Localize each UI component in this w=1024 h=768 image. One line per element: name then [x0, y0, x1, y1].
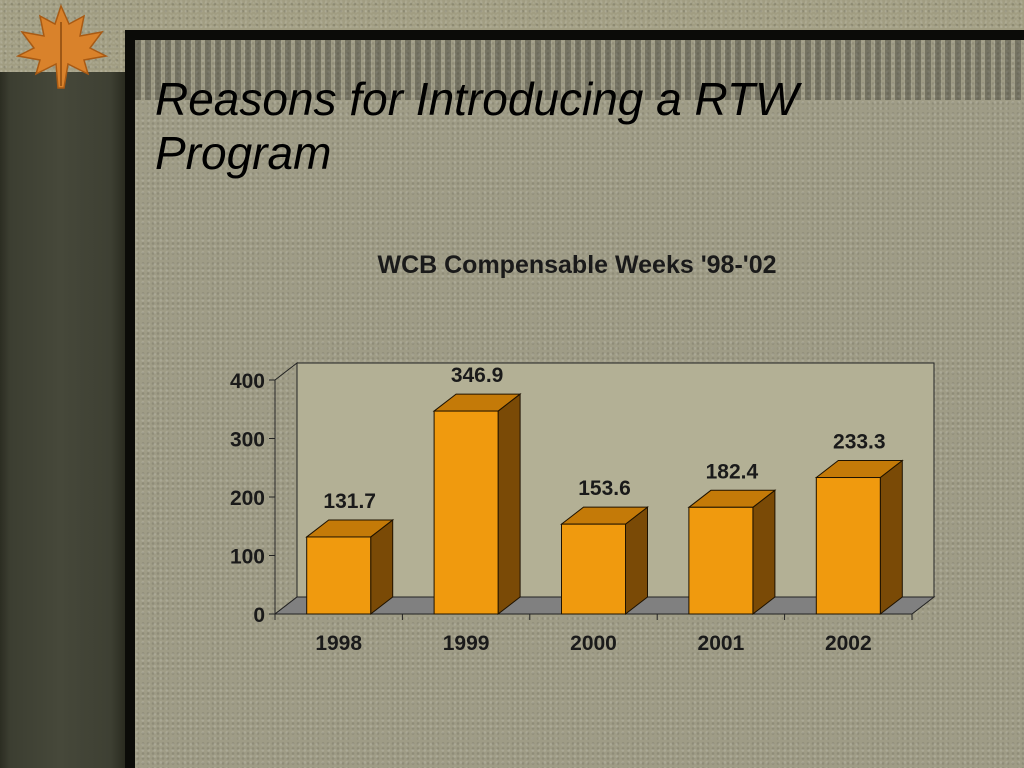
bar	[815, 477, 881, 615]
bar	[561, 523, 626, 615]
data-label: 346.9	[451, 364, 504, 387]
title-line-1: Reasons for Introducing a RTW	[155, 73, 799, 125]
data-label: 233.3	[833, 431, 886, 454]
y-tick-label: 0	[253, 604, 265, 627]
bar-side	[879, 459, 903, 616]
x-tick-label: 2002	[825, 632, 872, 655]
bar-side	[752, 489, 776, 616]
y-tick-label: 300	[230, 429, 265, 452]
bar-side	[625, 506, 648, 616]
slide-title: Reasons for Introducing a RTW Program	[155, 72, 975, 180]
chart-body: 0 100 200 300 400 131.7 1998 346.9 1999 153.6 2000…	[230, 361, 936, 655]
bar	[306, 536, 372, 615]
bar-side	[497, 393, 521, 616]
y-tick-label: 200	[230, 487, 265, 510]
y-tick-label: 100	[230, 546, 265, 569]
x-tick-label: 1999	[443, 632, 490, 655]
title-line-2: Program	[155, 127, 332, 179]
decorative-stripe	[135, 40, 1024, 100]
data-label: 153.6	[578, 477, 631, 500]
x-tick-label: 2000	[570, 632, 617, 655]
data-label: 131.7	[323, 490, 376, 513]
left-side-bar	[0, 72, 125, 768]
x-tick-label: 2001	[698, 632, 745, 655]
y-tick-label: 400	[230, 370, 265, 393]
chart-title: WCB Compensable Weeks '98-'02	[377, 251, 776, 279]
chart-left-wall	[274, 361, 298, 616]
x-tick-label: 1998	[315, 632, 362, 655]
data-label: 182.4	[706, 460, 759, 483]
bar	[433, 410, 499, 615]
maple-leaf-icon	[15, 3, 109, 89]
bar	[688, 506, 754, 615]
